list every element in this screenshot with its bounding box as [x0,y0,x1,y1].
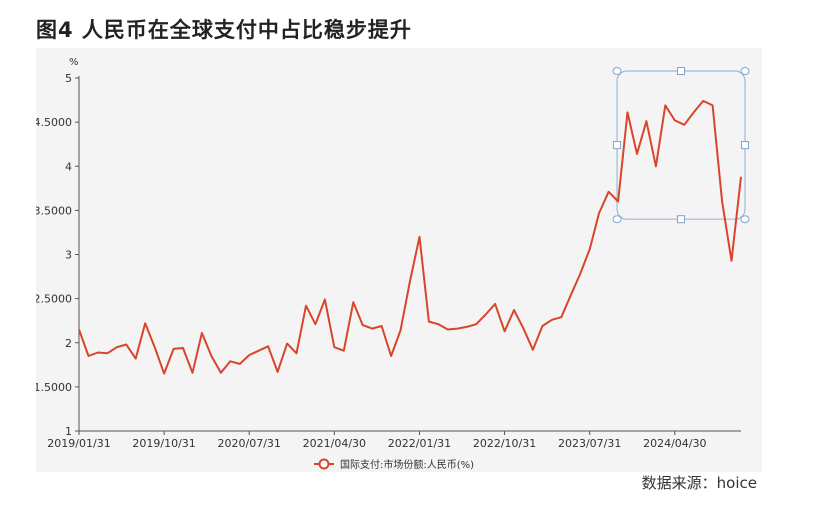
highlight-edge-handle [677,67,686,75]
x-tick-label: 2023/07/31 [558,437,621,450]
y-tick-label: 3 [65,249,72,262]
highlight-edge-handle [677,215,686,224]
highlight-box [616,70,746,220]
highlight-corner-handle [740,215,750,224]
y-tick-label: 2.5000 [36,293,72,306]
line-chart: % 1 1.5000 2 2.5000 3 3.5000 4 4.5000 5 2019/01/31… [36,57,750,471]
highlight-corner-handle [740,67,750,75]
y-tick-label: 4.5000 [36,116,72,129]
y-tick-label: 1 [65,425,72,438]
x-tick-label: 2022/10/31 [473,437,536,450]
y-tick-label: 1.5000 [36,381,72,394]
series-line-cny-share [78,99,742,375]
x-tick-label: 2022/01/31 [388,437,451,450]
y-axis-unit-label: % [69,57,79,68]
x-tick-label: 2019/10/31 [132,437,195,450]
highlight-edge-handle [741,141,749,150]
y-tick-label: 3.5000 [36,204,72,217]
x-tick-label: 2020/07/31 [218,437,281,450]
x-tick-label: 2021/04/30 [303,437,366,450]
x-tick-label: 2019/01/31 [47,437,110,450]
highlight-corner-handle [612,215,622,224]
x-tick-label: 2024/04/30 [643,437,706,450]
chart-title: 图4 人民币在全球支付中占比稳步提升 [36,18,412,42]
chart-panel: % 1 1.5000 2 2.5000 3 3.5000 4 4.5000 5 2019/01/31… [36,48,762,472]
highlight-edge-handle [613,141,622,150]
legend-label: 国际支付:市场份额:人民币(%) [340,458,474,471]
highlight-corner-handle [612,67,622,75]
y-tick-label: 2 [65,337,72,350]
y-tick-label: 4 [65,160,72,173]
data-source-note: 数据来源：hoice [641,474,757,492]
y-tick-label: 5 [65,72,72,85]
legend-marker [318,458,330,470]
